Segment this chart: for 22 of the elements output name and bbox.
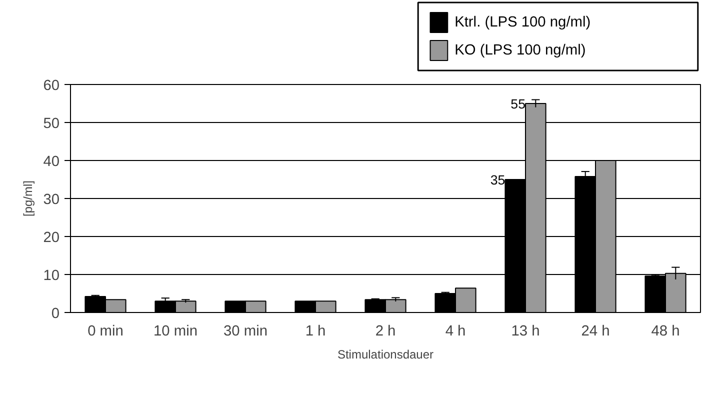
y-tick-label: 10 [43,268,60,284]
x-tick-label: 13 h [511,324,540,340]
x-tick-label: 0 min [88,324,124,340]
x-tick-label: 10 min [154,324,198,340]
y-tick-label: 50 [43,116,60,132]
y-tick-label: 0 [51,306,60,322]
data-label: 55 [510,96,526,112]
y-tick-label: 40 [43,154,60,170]
y-axis-title: [pg/ml] [21,180,36,217]
x-tick-label: 4 h [445,324,466,340]
x-axis-title: Stimulationsdauer [337,348,434,362]
x-tick-label: 2 h [375,324,396,340]
y-tick-label: 30 [43,192,60,208]
x-tick-label: 1 h [305,324,326,340]
x-tick-label: 48 h [651,324,680,340]
x-tick-label: 24 h [581,324,610,340]
data-label: 35 [490,172,506,188]
y-tick-label: 20 [43,230,60,246]
x-tick-label: 30 min [224,324,268,340]
legend-label: Ktrl. (LPS 100 ng/ml) [454,14,591,30]
y-tick-label: 60 [43,78,60,94]
legend-label: KO (LPS 100 ng/ml) [454,42,586,58]
